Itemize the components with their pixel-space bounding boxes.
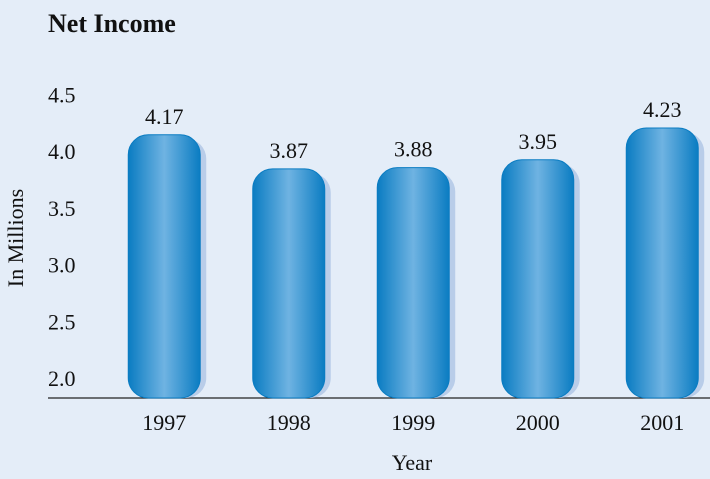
y-tick-label: 2.5 (48, 309, 76, 334)
y-tick-label: 3.0 (48, 253, 76, 278)
x-tick-label: 2001 (640, 410, 684, 435)
value-label: 3.95 (519, 129, 558, 154)
bar (127, 134, 201, 399)
x-tick-label: 2000 (516, 410, 560, 435)
y-tick-label: 4.0 (48, 139, 76, 164)
y-tick-label: 2.0 (48, 366, 76, 391)
bar (501, 159, 575, 399)
bar (252, 168, 326, 399)
value-label: 3.87 (270, 138, 309, 163)
y-tick-label: 4.5 (48, 82, 76, 107)
y-axis-label: In Millions (3, 189, 28, 287)
value-label: 3.88 (394, 137, 433, 162)
bar (625, 127, 699, 399)
value-label: 4.17 (145, 104, 184, 129)
x-axis-label: Year (392, 450, 433, 475)
bar (376, 167, 450, 399)
chart-title: Net Income (48, 9, 176, 38)
value-label: 4.23 (643, 97, 682, 122)
x-tick-label: 1997 (142, 410, 186, 435)
x-tick-label: 1999 (391, 410, 435, 435)
y-tick-label: 3.5 (48, 196, 76, 221)
x-tick-label: 1998 (267, 410, 311, 435)
